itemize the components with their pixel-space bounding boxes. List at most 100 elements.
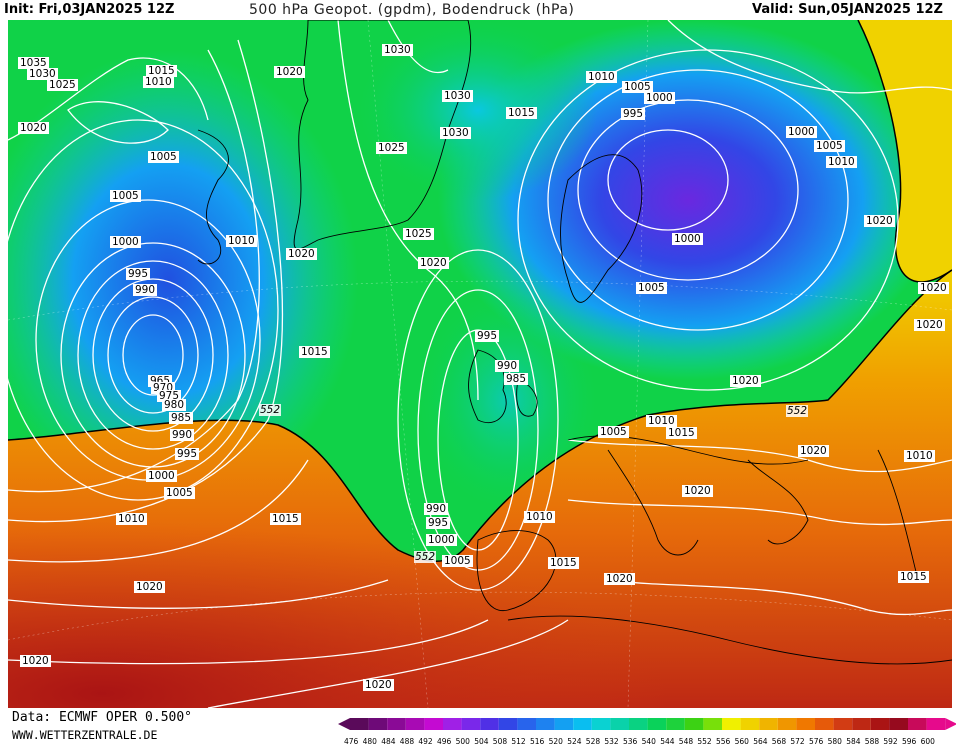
isobar-label: 995 xyxy=(621,108,646,120)
isobar-label: 1020 xyxy=(18,122,49,134)
colorbar-tick-label: 504 xyxy=(474,737,489,746)
isobar-label: 1000 xyxy=(426,534,457,546)
isobar-label: 980 xyxy=(162,399,187,411)
isobar-label: 1000 xyxy=(146,470,177,482)
colorbar-swatch xyxy=(573,718,592,730)
isobar-label: 1020 xyxy=(134,581,165,593)
isobar-label: 1020 xyxy=(274,66,305,78)
colorbar-swatch xyxy=(368,718,388,730)
colorbar-swatch xyxy=(926,718,946,730)
colorbar-tick-label: 508 xyxy=(492,737,508,746)
isobar-label: 1030 xyxy=(440,127,471,139)
colorbar-tick-label: 476 xyxy=(344,737,359,746)
colorbar-tick-label: 488 xyxy=(399,737,415,746)
colorbar-tick-label: 548 xyxy=(678,737,694,746)
isobar-label: 1025 xyxy=(47,79,78,91)
colorbar-swatch xyxy=(815,718,834,730)
isobar-label: 1000 xyxy=(786,126,817,138)
geopotential-label: 552 xyxy=(414,551,437,563)
isobar-label: 1020 xyxy=(682,485,713,497)
isobar-label: 995 xyxy=(126,268,151,280)
isobar-label: 1015 xyxy=(506,107,537,119)
isobar-label: 1010 xyxy=(143,76,174,88)
isobar-label: 1010 xyxy=(646,415,677,427)
colorbar-tick-label: 552 xyxy=(697,737,712,746)
isobar-label: 1020 xyxy=(20,655,51,667)
colorbar-swatch xyxy=(405,718,425,730)
colorbar-arrow-right xyxy=(945,718,958,730)
isobar-label: 1020 xyxy=(918,282,949,294)
colorbar-swatch xyxy=(889,718,908,730)
colorbar-tick-label: 532 xyxy=(604,737,619,746)
colorbar-swatch xyxy=(852,718,871,730)
isobar-label: 1010 xyxy=(586,71,617,83)
graticule xyxy=(7,19,953,709)
colorbar-swatch xyxy=(684,718,704,730)
isobar-label: 990 xyxy=(495,360,520,372)
colorbar-swatch xyxy=(833,718,853,730)
isobar-label: 1000 xyxy=(110,236,141,248)
isobar-label: 1000 xyxy=(672,233,703,245)
colorbar-swatch xyxy=(703,718,722,730)
isobar-label: 1030 xyxy=(27,68,58,80)
isobar-label: 1020 xyxy=(914,319,945,331)
isobar-label: 1005 xyxy=(442,555,473,567)
isobar-label: 1005 xyxy=(164,487,195,499)
isobar-label: 1020 xyxy=(730,375,761,387)
isobar-label: 1035 xyxy=(18,57,49,69)
isobar-label: 1010 xyxy=(226,235,257,247)
colorbar-tick-label: 576 xyxy=(809,737,824,746)
colorbar-swatch xyxy=(536,718,555,730)
colorbar-tick-label: 584 xyxy=(846,737,861,746)
isobar-label: 1015 xyxy=(299,346,330,358)
isobar-label: 1015 xyxy=(146,65,177,77)
colorbar-tick-label: 500 xyxy=(455,737,470,746)
colorbar-tick-label: 592 xyxy=(883,737,898,746)
isobar-label: 985 xyxy=(504,373,529,385)
isobar-label: 1005 xyxy=(636,282,667,294)
isobar-label: 1030 xyxy=(382,44,413,56)
isobars xyxy=(0,19,953,709)
colorbar-swatch xyxy=(870,718,890,730)
isobar-label: 1015 xyxy=(270,513,301,525)
map-title: 500 hPa Geopot. (gpdm), Bodendruck (hPa) xyxy=(249,2,575,18)
contour-552-east xyxy=(857,19,953,283)
colorbar-swatch xyxy=(554,718,574,730)
colorbar-swatch xyxy=(908,718,927,730)
isobar-label: 1010 xyxy=(524,511,555,523)
isobar-label: 1020 xyxy=(604,573,635,585)
colorbar-tick-label: 480 xyxy=(362,737,377,746)
colorbar-swatch xyxy=(647,718,667,730)
colorbar-swatch xyxy=(443,718,462,730)
colorbar-swatch xyxy=(424,718,443,730)
coastlines xyxy=(197,19,953,665)
colorbar-arrow-left xyxy=(338,718,350,730)
colorbar-tick-label: 580 xyxy=(827,737,842,746)
colorbar-swatch xyxy=(722,718,741,730)
colorbar-swatch xyxy=(480,718,499,730)
website-label: WWW.WETTERZENTRALE.DE xyxy=(12,728,158,742)
isobar-label: 990 xyxy=(133,284,158,296)
isobar-label: 995 xyxy=(475,330,500,342)
map-header: Init: Fri,03JAN2025 12Z 500 hPa Geopot. … xyxy=(0,0,959,20)
isobar-label: 1005 xyxy=(110,190,141,202)
colorbar-tick-label: 600 xyxy=(920,737,935,746)
isobar-label: 1015 xyxy=(666,427,697,439)
colorbar-swatch xyxy=(461,718,481,730)
colorbar-tick-label: 572 xyxy=(790,737,805,746)
colorbar-tick-label: 484 xyxy=(381,737,396,746)
isobar-label: 990 xyxy=(424,503,449,515)
colorbar-tick-label: 560 xyxy=(734,737,749,746)
isobar-label: 1020 xyxy=(363,679,394,691)
isobar-label: 1025 xyxy=(376,142,407,154)
colorbar-swatch xyxy=(777,718,797,730)
colorbar-swatch xyxy=(610,718,629,730)
colorbar-tick-label: 492 xyxy=(418,737,433,746)
colorbar-swatch xyxy=(666,718,685,730)
isobar-label: 1005 xyxy=(598,426,629,438)
isobar-label: 1020 xyxy=(864,215,895,227)
colorbar-swatch xyxy=(517,718,536,730)
init-time-label: Init: Fri,03JAN2025 12Z xyxy=(4,2,175,17)
isobar-label: 1010 xyxy=(904,450,935,462)
colorbar-swatch xyxy=(387,718,406,730)
